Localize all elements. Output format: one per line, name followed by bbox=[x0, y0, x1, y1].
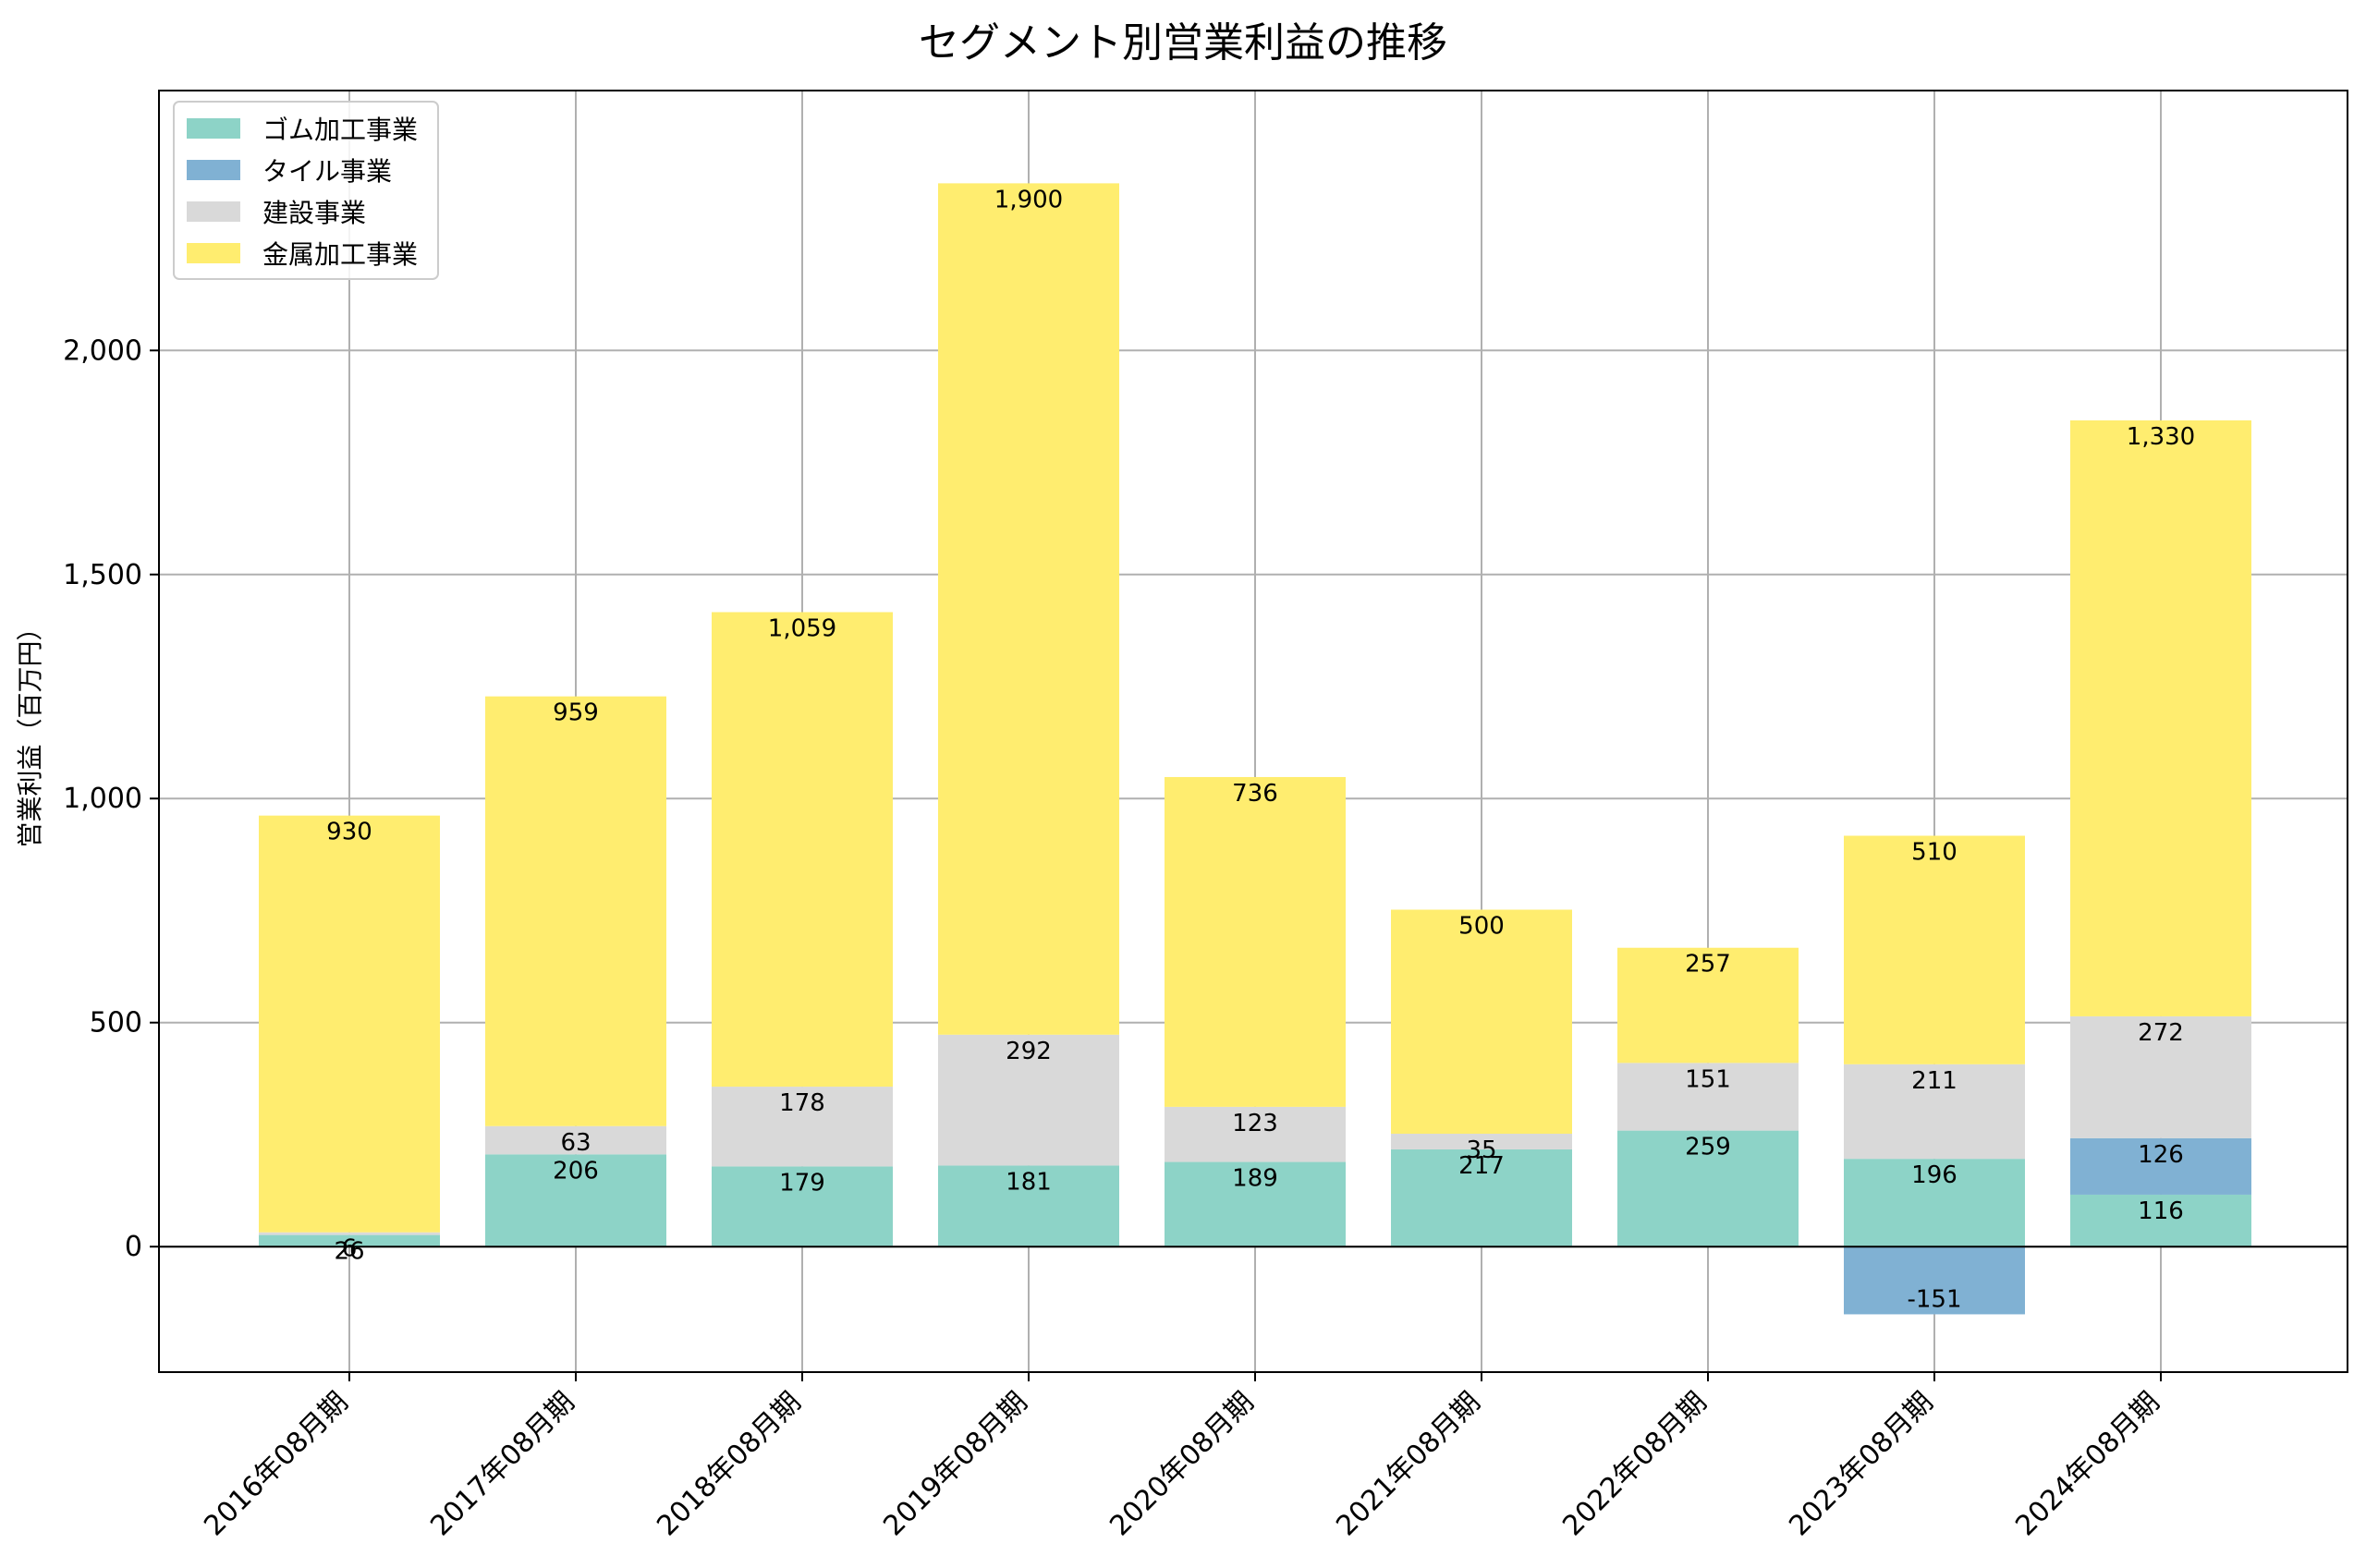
data-label: 189 bbox=[1232, 1165, 1278, 1193]
data-label: 257 bbox=[1685, 951, 1731, 978]
data-label: 206 bbox=[553, 1157, 599, 1185]
y-tick-label: 1,500 bbox=[63, 559, 142, 591]
data-label: 1,900 bbox=[994, 186, 1063, 213]
legend-swatch-1 bbox=[187, 160, 240, 180]
data-label: 116 bbox=[2138, 1197, 2184, 1225]
x-tick-label: 2019年08月期 bbox=[877, 1386, 1033, 1542]
bar-3-7 bbox=[1844, 835, 2025, 1064]
x-tick-label: 2016年08月期 bbox=[198, 1386, 354, 1542]
y-axis-label: 営業利益（百万円） bbox=[15, 614, 45, 847]
x-tick-label: 2017年08月期 bbox=[424, 1386, 580, 1542]
data-label: 1,059 bbox=[768, 614, 836, 642]
data-label: 211 bbox=[1911, 1067, 1957, 1095]
data-label: 196 bbox=[1911, 1161, 1957, 1189]
x-tick-label: 2018年08月期 bbox=[651, 1386, 807, 1542]
data-label: 1,330 bbox=[2127, 423, 2195, 451]
bar-3-2 bbox=[712, 612, 893, 1087]
data-label: 259 bbox=[1685, 1134, 1731, 1161]
x-tick-label: 2024年08月期 bbox=[2009, 1386, 2165, 1542]
data-label: -151 bbox=[1907, 1285, 1961, 1313]
data-label: 736 bbox=[1232, 780, 1278, 808]
y-tick-label: 2,000 bbox=[63, 334, 142, 367]
legend-swatch-3 bbox=[187, 243, 240, 263]
y-tick-label: 0 bbox=[125, 1231, 142, 1263]
data-label: 292 bbox=[1006, 1038, 1052, 1065]
bar-3-0 bbox=[259, 816, 440, 1233]
data-label: 178 bbox=[779, 1089, 825, 1117]
data-label: 272 bbox=[2138, 1019, 2184, 1047]
x-tick-label: 2022年08月期 bbox=[1556, 1386, 1713, 1542]
data-label: 151 bbox=[1685, 1065, 1731, 1093]
bar-3-3 bbox=[938, 183, 1119, 1034]
legend-swatch-0 bbox=[187, 118, 240, 139]
legend-label-1: タイル事業 bbox=[262, 156, 392, 187]
y-tick-label: 1,000 bbox=[63, 783, 142, 815]
data-label: 500 bbox=[1458, 913, 1505, 941]
x-tick-label: 2023年08月期 bbox=[1783, 1386, 1939, 1542]
bar-3-4 bbox=[1165, 777, 1346, 1107]
data-label: 35 bbox=[1466, 1136, 1496, 1164]
data-label: 510 bbox=[1911, 838, 1957, 866]
data-label: 126 bbox=[2138, 1141, 2184, 1169]
data-label: 63 bbox=[560, 1129, 591, 1157]
x-tick-label: 2021年08月期 bbox=[1330, 1386, 1486, 1542]
legend-label-0: ゴム加工事業 bbox=[262, 115, 418, 145]
data-label: 6 bbox=[342, 1235, 358, 1263]
legend-label-2: 建設事業 bbox=[262, 198, 366, 228]
bar-3-8 bbox=[2070, 420, 2251, 1016]
data-label: 179 bbox=[779, 1169, 825, 1197]
data-label: 123 bbox=[1232, 1110, 1278, 1137]
x-tick-label: 2020年08月期 bbox=[1104, 1386, 1260, 1542]
data-label: 959 bbox=[553, 699, 599, 727]
bar-3-1 bbox=[485, 697, 666, 1126]
bar-3-5 bbox=[1391, 910, 1572, 1134]
legend-label-3: 金属加工事業 bbox=[262, 239, 418, 270]
data-label: 181 bbox=[1006, 1168, 1052, 1196]
y-tick-label: 500 bbox=[90, 1007, 142, 1039]
legend-swatch-2 bbox=[187, 201, 240, 222]
data-label: 930 bbox=[326, 819, 372, 846]
